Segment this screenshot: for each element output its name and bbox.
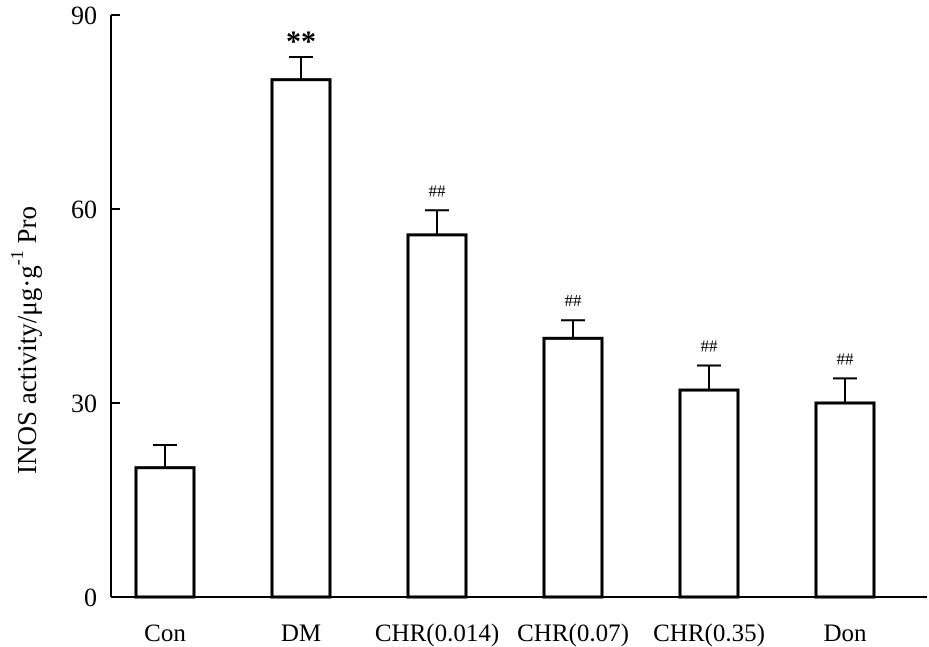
y-tick-label-90: 90 <box>71 1 97 30</box>
y-axis: 0 30 60 90 <box>71 1 120 612</box>
y-axis-label-superscript: -1 <box>7 250 27 265</box>
y-axis-label-main: INOS activity/μg·g <box>12 265 42 474</box>
x-tick-label-chr-0-07: CHR(0.07) <box>517 620 629 647</box>
x-tick-label-dm: DM <box>281 620 321 647</box>
significance-marker-dm: ** <box>286 25 316 58</box>
bar-chr-0-35 <box>678 388 740 599</box>
x-tick-label-con: Con <box>144 620 186 647</box>
y-tick-label-60: 60 <box>71 195 97 224</box>
bar-dm <box>270 78 332 599</box>
x-tick-label-don: Don <box>823 620 867 647</box>
significance-marker-chr-0-014: ## <box>429 181 447 200</box>
y-tick-label-0: 0 <box>84 583 97 612</box>
significance-marker-chr-0-07: ## <box>565 291 583 310</box>
bars: ** ## ## ## ## <box>134 25 876 599</box>
significance-marker-chr-0-35: ## <box>701 336 719 355</box>
bar-chr-0-07 <box>542 336 604 599</box>
y-axis-label-tail: Pro <box>12 206 42 250</box>
bar-con <box>134 466 196 599</box>
x-tick-label-chr-0-35: CHR(0.35) <box>653 620 765 647</box>
x-axis: Con DM CHR(0.014) CHR(0.07) CHR(0.35) Don <box>111 596 927 647</box>
y-axis-label: INOS activity/μg·g-1 Pro <box>7 206 42 474</box>
y-tick-label-30: 30 <box>71 389 97 418</box>
bar-chr-0-014 <box>406 233 468 599</box>
significance-marker-don: ## <box>837 349 855 368</box>
x-tick-label-chr-0-014: CHR(0.014) <box>375 620 499 647</box>
bar-don <box>814 401 876 599</box>
